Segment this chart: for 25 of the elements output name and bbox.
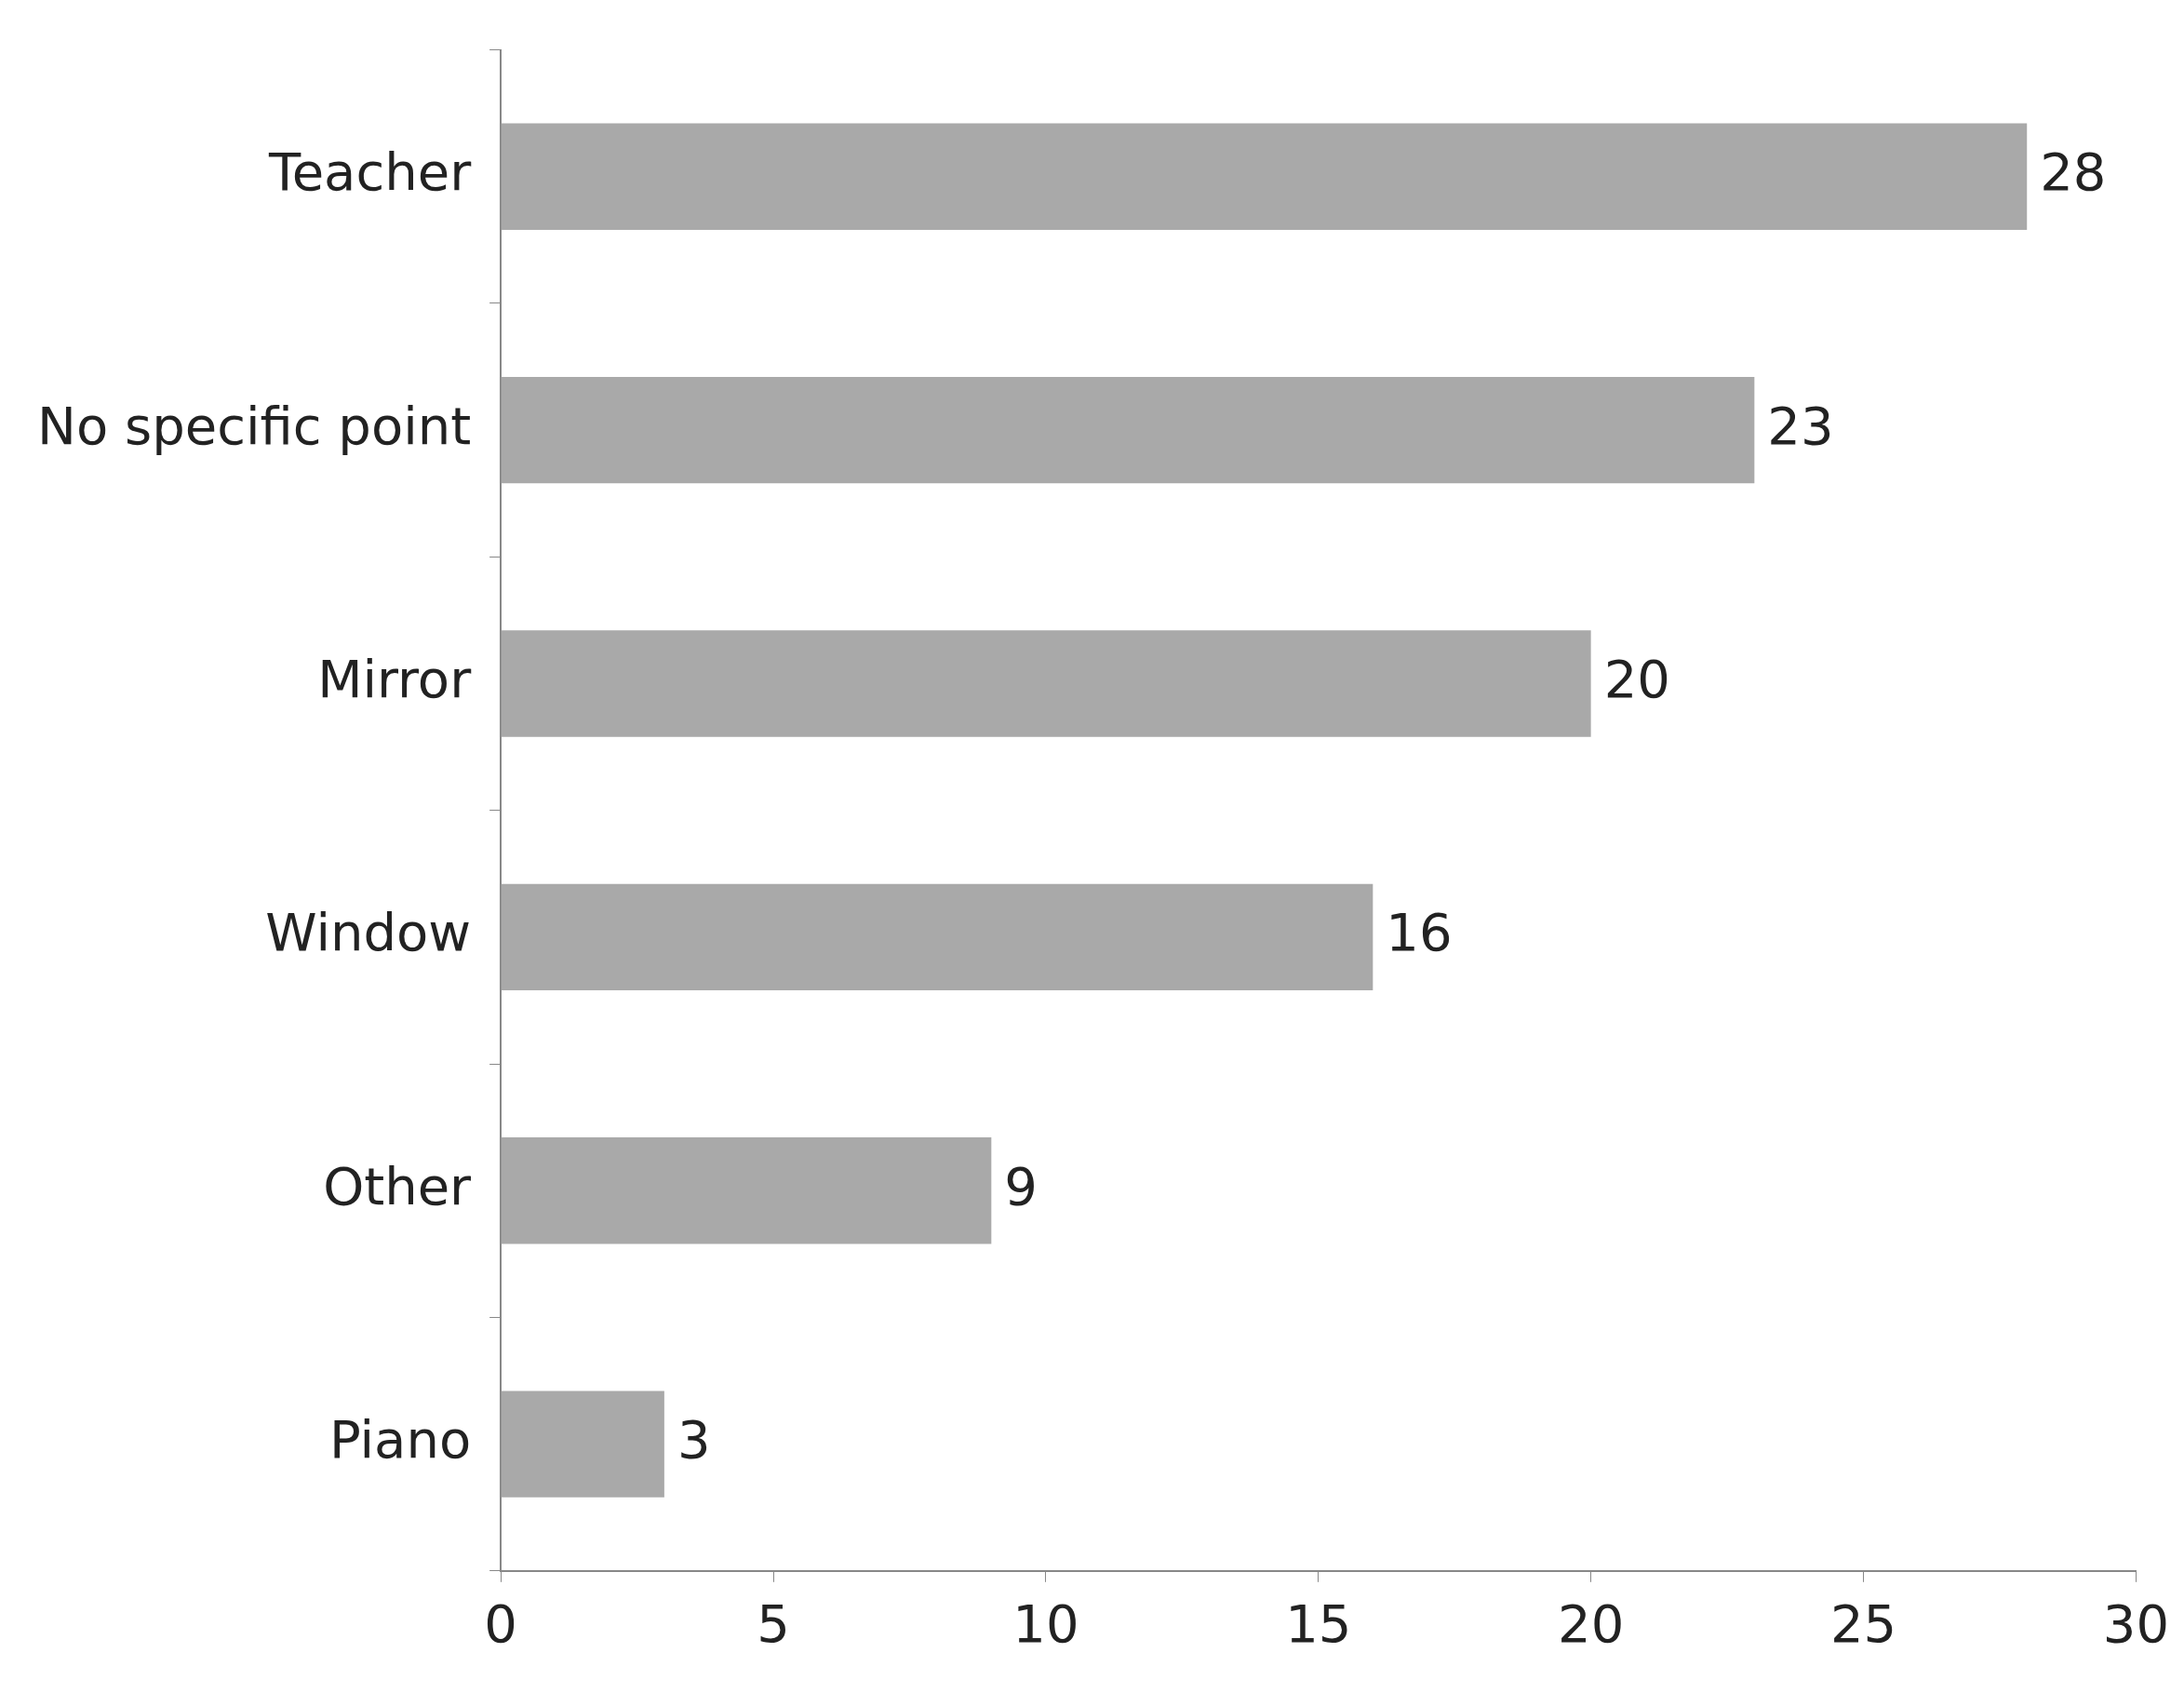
bar (501, 883, 1373, 991)
x-tick-label: 30 (2102, 1592, 2169, 1654)
x-tick-label: 15 (1285, 1592, 1352, 1654)
y-tick-label: Piano (328, 1409, 472, 1471)
data-label: 9 (1004, 1155, 1038, 1216)
y-tick-label: Other (323, 1155, 473, 1216)
x-tick-label: 5 (757, 1592, 790, 1654)
y-tick-label: No specific point (37, 395, 472, 456)
bar (501, 1137, 992, 1244)
data-label: 20 (1603, 649, 1670, 710)
y-tick-label: Teacher (267, 141, 473, 203)
x-tick-label: 10 (1012, 1592, 1079, 1654)
bar (501, 1391, 664, 1498)
x-tick-label: 20 (1558, 1592, 1625, 1654)
bar (501, 630, 1591, 737)
x-tick-label: 0 (484, 1592, 517, 1654)
data-label: 28 (2040, 141, 2107, 203)
y-tick-label: Mirror (317, 649, 473, 710)
bar (501, 376, 1755, 484)
bar (501, 123, 2028, 230)
y-tick-label: Window (265, 902, 472, 963)
data-label: 3 (677, 1409, 711, 1471)
x-tick-label: 25 (1829, 1592, 1897, 1654)
data-label: 16 (1386, 902, 1453, 963)
data-label: 23 (1767, 395, 1834, 456)
